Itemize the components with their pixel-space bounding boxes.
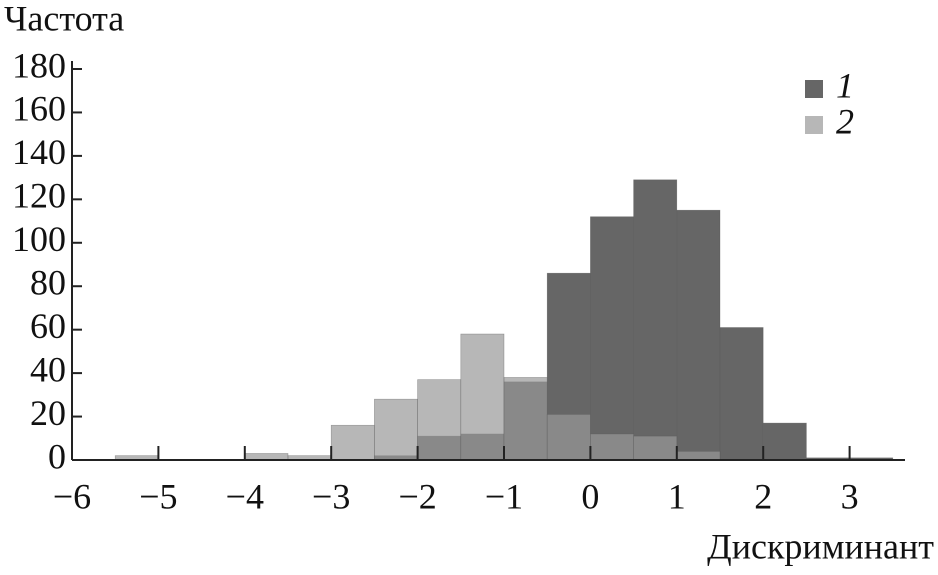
y-tick-label: 100 xyxy=(12,219,66,259)
x-tick-label: −4 xyxy=(226,476,264,516)
x-tick-label: −1 xyxy=(485,476,523,516)
x-tick-label: −3 xyxy=(312,476,350,516)
y-tick-label: 0 xyxy=(48,436,66,476)
x-tick-label: 1 xyxy=(668,476,686,516)
y-tick-label: 140 xyxy=(12,132,66,172)
x-tick-label: 2 xyxy=(754,476,772,516)
x-tick-label: 0 xyxy=(581,476,599,516)
y-tick-label: 20 xyxy=(30,393,66,433)
bar xyxy=(719,327,764,461)
legend-label: 1 xyxy=(836,65,854,105)
bar xyxy=(676,451,721,461)
y-tick-label: 40 xyxy=(30,349,66,389)
legend-swatch xyxy=(805,116,823,134)
y-tick-label: 80 xyxy=(30,262,66,302)
x-tick-label: −5 xyxy=(139,476,177,516)
bar xyxy=(460,333,505,461)
y-axis-label: Частота xyxy=(4,0,124,38)
bar xyxy=(633,435,678,461)
x-tick-label: −2 xyxy=(398,476,436,516)
bar xyxy=(374,398,418,461)
bar xyxy=(330,424,375,461)
y-tick-label: 120 xyxy=(12,176,66,216)
legend-label: 2 xyxy=(836,101,854,141)
y-tick-label: 60 xyxy=(30,306,66,346)
legend-swatch xyxy=(805,80,823,98)
bar xyxy=(676,209,721,461)
bar xyxy=(633,179,678,461)
bar xyxy=(590,433,634,461)
y-tick-label: 180 xyxy=(12,45,66,85)
bar xyxy=(762,422,807,461)
x-tick-label: 3 xyxy=(841,476,859,516)
x-axis-label: Дискриминант xyxy=(707,526,934,566)
bar xyxy=(417,379,462,461)
bar xyxy=(590,216,634,461)
bar xyxy=(546,414,591,461)
bar xyxy=(503,377,548,461)
y-tick-label: 160 xyxy=(12,89,66,129)
x-tick-label: −6 xyxy=(53,476,91,516)
